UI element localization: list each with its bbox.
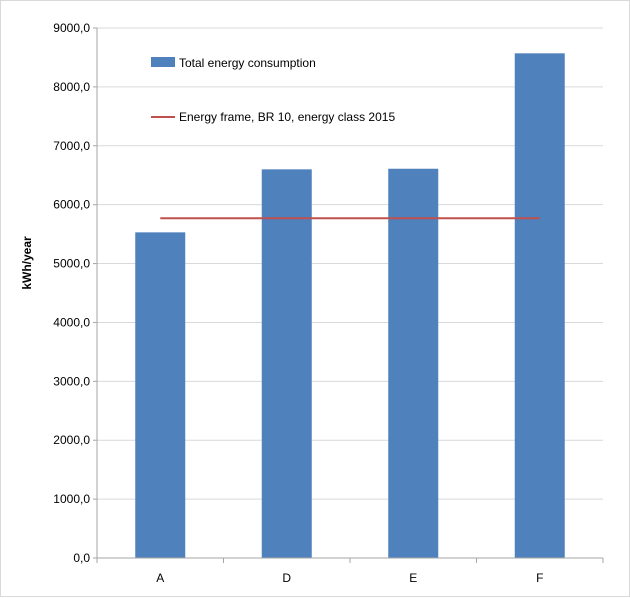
x-tick-label: E [409, 571, 417, 585]
y-axis-title: kWh/year [20, 236, 34, 290]
legend-item-total-energy: Total energy consumption [151, 56, 316, 70]
bar-d [261, 169, 312, 559]
legend: Total energy consumption Energy frame, B… [151, 56, 395, 124]
bars [135, 53, 565, 559]
legend-label-total-energy: Total energy consumption [179, 56, 316, 70]
y-tick-label: 5000,0 [53, 257, 90, 271]
axes [93, 27, 604, 563]
y-tick-label: 3000,0 [53, 374, 90, 388]
bar-a [135, 232, 186, 558]
y-tick-label: 2000,0 [53, 433, 90, 447]
legend-swatch-bar [151, 57, 175, 67]
y-tick-label: 7000,0 [53, 139, 90, 153]
y-tick-label: 9000,0 [53, 21, 90, 35]
x-tick-label: F [536, 571, 543, 585]
y-tick-label: 1000,0 [53, 492, 90, 506]
y-tick-label: 0,0 [73, 551, 90, 565]
bar-e [388, 168, 439, 558]
x-tick-label: A [156, 571, 164, 585]
y-tick-labels: 0,0 1000,0 2000,0 3000,0 4000,0 5000,0 6000,0 7… [53, 21, 90, 565]
y-tick-label: 4000,0 [53, 315, 90, 329]
y-tick-label: 6000,0 [53, 198, 90, 212]
legend-item-energy-frame: Energy frame, BR 10, energy class 2015 [151, 110, 395, 124]
bar-f [514, 53, 565, 558]
x-tick-label: D [282, 571, 291, 585]
y-tick-label: 8000,0 [53, 80, 90, 94]
legend-label-energy-frame: Energy frame, BR 10, energy class 2015 [179, 110, 395, 124]
